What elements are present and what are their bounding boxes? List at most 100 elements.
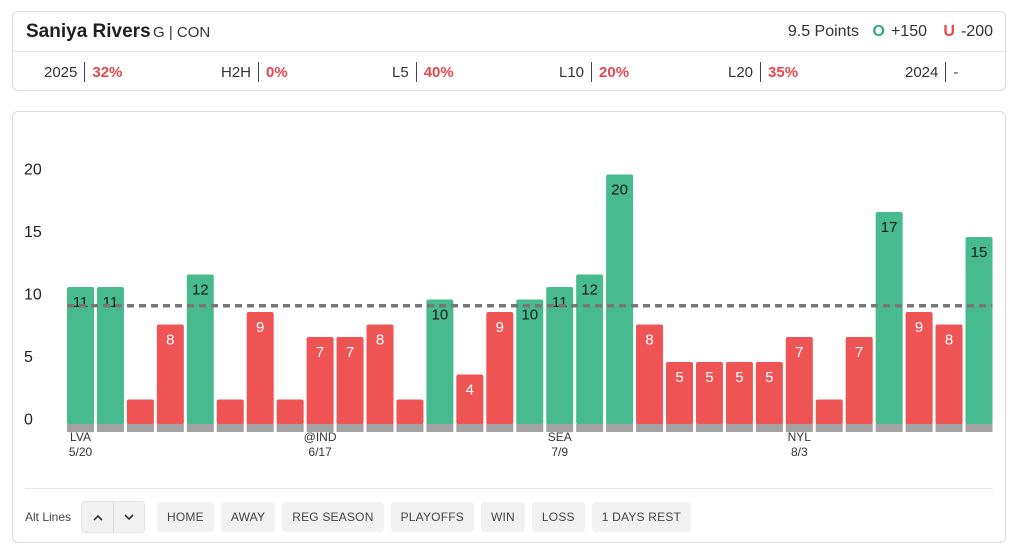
bar-value-label: 9 (496, 319, 504, 336)
bar-base (636, 424, 664, 432)
under-odds-group[interactable]: U -200 (943, 23, 993, 41)
bar-value-label: 11 (103, 294, 119, 311)
bar-value-label: 4 (466, 382, 474, 399)
bar (426, 299, 454, 425)
x-tick-date: 5/20 (69, 445, 93, 459)
bar-base (67, 424, 94, 432)
bar (67, 287, 94, 425)
bar-value-label: 11 (552, 294, 568, 311)
chevron-down-icon (124, 513, 134, 520)
bar (126, 399, 154, 425)
bar (965, 237, 993, 425)
bar (306, 337, 334, 425)
bar-base (246, 424, 274, 432)
bar-value-label: 15 (971, 244, 988, 261)
stat-h2h: H2H 0% (221, 62, 288, 82)
x-tick-opponent: @IND (304, 430, 337, 444)
bar-value-label: 12 (192, 282, 209, 299)
stat-label: H2H (221, 63, 252, 81)
bar (666, 362, 693, 425)
bar-value-label: 9 (915, 319, 923, 336)
bar (725, 362, 753, 425)
stat-label: 2025 (44, 63, 78, 81)
bar-value-label: 20 (611, 182, 628, 199)
filter-rest-button[interactable]: 1 DAYS REST (591, 502, 692, 532)
alt-line-down-button[interactable] (113, 502, 145, 532)
bar-value-label: 5 (705, 369, 713, 386)
stat-value: - (953, 63, 959, 81)
bar-base (935, 424, 963, 432)
bar (755, 362, 783, 425)
bar-value-label: 12 (581, 282, 598, 299)
alt-line-up-button[interactable] (82, 502, 114, 532)
x-tick-opponent: NYL (788, 430, 812, 444)
bar-base (396, 424, 424, 432)
bar-base (905, 424, 933, 432)
bar (606, 174, 634, 425)
bar-base (755, 424, 783, 432)
bar-value-label: 5 (675, 369, 683, 386)
bar-base (156, 424, 184, 432)
bar-value-label: 7 (316, 344, 324, 361)
x-tick-opponent: SEA (548, 430, 572, 444)
bar (546, 287, 574, 425)
bar (636, 324, 664, 425)
stat-label: L10 (559, 63, 585, 81)
bar-base (845, 424, 873, 432)
bar-base (486, 424, 514, 432)
bar (396, 399, 424, 425)
bar-base (606, 424, 634, 432)
bar-base (306, 424, 334, 432)
filter-loss-button[interactable]: LOSS (531, 502, 585, 532)
chevron-up-icon (92, 514, 103, 521)
filter-win-button[interactable]: WIN (480, 502, 525, 532)
bar-value-label: 8 (166, 332, 174, 349)
stat-label: L5 (392, 63, 409, 81)
bar-value-label: 7 (855, 344, 863, 361)
stat-label: 2024 (905, 63, 939, 81)
bar-base (426, 424, 454, 432)
under-odds: -200 (960, 23, 993, 40)
player-name: Saniya Rivers (26, 21, 151, 42)
filter-away-button[interactable]: AWAY (220, 502, 276, 532)
chart-controls: Alt Lines HOME AWAY REG SEASON PLAYOFFS … (25, 501, 698, 533)
bar-base (336, 424, 364, 432)
bar (695, 362, 723, 425)
divider (25, 488, 993, 489)
bar (456, 374, 484, 425)
stat-l10: L10 20% (559, 62, 629, 82)
bar-base (725, 424, 753, 432)
stat-l20: L20 35% (728, 62, 798, 82)
bar-base (546, 424, 574, 432)
player-summary-card: Saniya Rivers G | CON 9.5 Points O +150 U… (12, 11, 1006, 91)
bar (486, 312, 514, 425)
bar-base (695, 424, 723, 432)
bar-base (186, 424, 214, 432)
prop-line: 9.5 Points (787, 23, 859, 40)
stat-value: 20% (599, 63, 630, 81)
bar (845, 337, 873, 425)
bar (246, 312, 274, 425)
bar-value-label: 9 (256, 319, 264, 336)
y-tick-label: 0 (24, 412, 33, 429)
filter-home-button[interactable]: HOME (157, 502, 214, 532)
x-tick-opponent: LVA (70, 430, 91, 444)
over-icon: O (872, 23, 885, 40)
bar-base (96, 424, 124, 432)
player-position-team: G | CON (153, 24, 211, 41)
bar-chart: 0 5 10 15 20 11 11 8 12 9 7 7 8 10 4 9 10 11 12 20 8 5 5 5 5 7 7 17… (24, 162, 993, 459)
bar-value-label: 10 (521, 307, 538, 324)
stat-value: 40% (423, 63, 454, 81)
bar (336, 337, 364, 425)
bar (366, 324, 394, 425)
bar-value-label: 8 (376, 332, 384, 349)
bar (186, 274, 214, 425)
bar-value-label: 8 (645, 332, 653, 349)
bar (905, 312, 933, 425)
y-tick-label: 10 (24, 287, 42, 304)
over-odds-group[interactable]: O +150 (873, 23, 928, 41)
stat-value: 32% (92, 63, 123, 81)
filter-reg-season-button[interactable]: REG SEASON (282, 502, 384, 532)
filter-playoffs-button[interactable]: PLAYOFFS (390, 502, 474, 532)
over-odds: +150 (890, 23, 927, 40)
